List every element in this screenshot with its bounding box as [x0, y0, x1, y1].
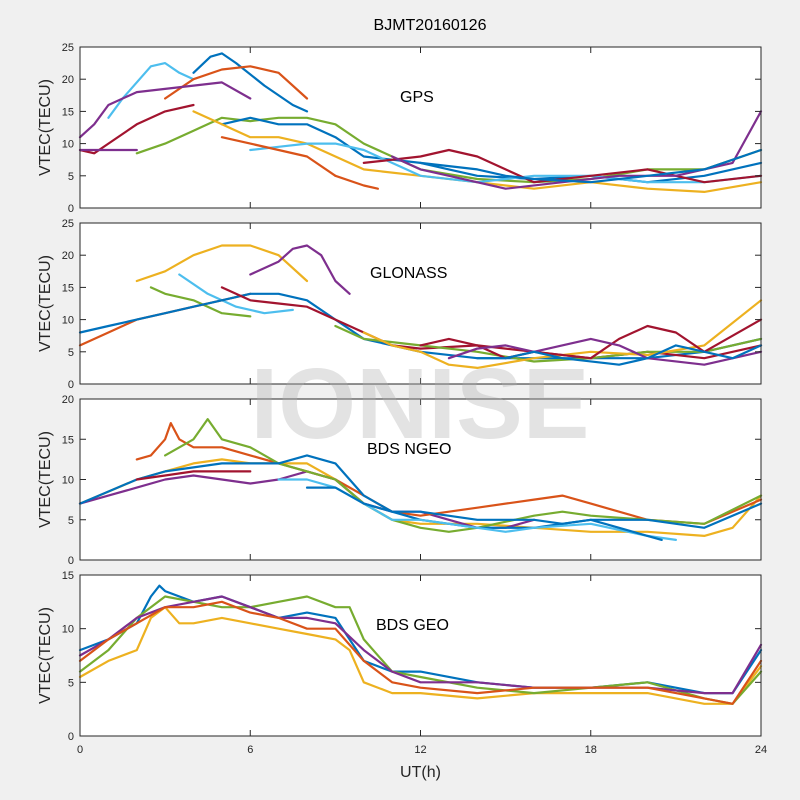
series-line-1 — [249, 244, 351, 295]
x-tick-label: 18 — [585, 744, 597, 756]
series-line-0 — [135, 244, 309, 283]
series-line-2 — [178, 273, 294, 315]
y-tick-label: 0 — [68, 555, 74, 567]
series-line-10 — [220, 136, 337, 177]
x-tick-label: 6 — [247, 744, 253, 756]
watermark: IONISE — [251, 348, 590, 460]
x-tick-label: 12 — [414, 744, 426, 756]
y-tick-label: 25 — [62, 218, 74, 230]
series-line-14 — [419, 148, 763, 184]
series-line-9 — [249, 142, 763, 184]
y-tick-label: 25 — [62, 42, 74, 54]
panel-label: GPS — [400, 89, 434, 106]
series-line-0 — [192, 52, 309, 113]
y-tick-label: 15 — [62, 570, 74, 582]
y-tick-label: 5 — [68, 515, 74, 527]
y-tick-label: 10 — [62, 624, 74, 636]
series-line-7 — [305, 486, 663, 541]
series-line-5 — [277, 478, 677, 541]
y-tick-label: 0 — [68, 731, 74, 743]
series-line-1 — [107, 62, 195, 119]
panels: 0 5 10 15 20 25 VTEC(TECU) GPS 0 5 10 15 20 25 VTEC(TE… — [37, 42, 767, 781]
y-tick-label: 15 — [62, 282, 74, 294]
series-line-4 — [78, 454, 763, 529]
y-tick-label: 10 — [62, 139, 74, 151]
series-line-4 — [78, 600, 763, 705]
chart-title: BJMT20160126 — [374, 17, 487, 34]
x-axis-label: UT(h) — [400, 764, 441, 781]
series-line-2 — [78, 595, 763, 705]
y-tick-label: 5 — [68, 347, 74, 359]
y-tick-label: 15 — [62, 434, 74, 446]
panel-2: 0 5 10 15 20 VTEC(TECU) BDS NGEO — [37, 394, 763, 567]
panel-1: 0 5 10 15 20 25 VTEC(TECU) GLONASS — [37, 218, 763, 391]
panel-3: 0 5 10 15 0 6 12 18 24 VTEC(TECU) UT(h) BDS GEO — [37, 570, 767, 781]
series-line-3 — [149, 286, 252, 318]
y-tick-label: 15 — [62, 106, 74, 118]
x-tick-label: 0 — [77, 744, 83, 756]
y-tick-label: 5 — [68, 171, 74, 183]
series-line-8 — [192, 110, 763, 193]
y-axis-label: VTEC(TECU) — [37, 607, 54, 704]
y-tick-label: 5 — [68, 677, 74, 689]
y-tick-label: 0 — [68, 379, 74, 391]
y-tick-label: 20 — [62, 74, 74, 86]
series-line-9 — [419, 318, 763, 360]
y-tick-label: 10 — [62, 315, 74, 327]
series-line-3 — [78, 81, 252, 139]
series-line-4 — [78, 103, 195, 155]
series-line-7 — [334, 324, 763, 363]
panel-label: BDS GEO — [376, 617, 449, 634]
y-axis-label: VTEC(TECU) — [37, 79, 54, 176]
x-tick-label: 24 — [755, 744, 767, 756]
plot-area — [80, 47, 761, 208]
y-axis-label: VTEC(TECU) — [37, 431, 54, 528]
y-tick-label: 20 — [62, 394, 74, 406]
panel-0: 0 5 10 15 20 25 VTEC(TECU) GPS — [37, 42, 763, 215]
y-tick-label: 0 — [68, 203, 74, 215]
y-tick-label: 10 — [62, 475, 74, 487]
panel-label: BDS NGEO — [367, 441, 451, 458]
series-line-2 — [164, 65, 309, 100]
series-line-10 — [447, 337, 763, 366]
y-axis-label: VTEC(TECU) — [37, 255, 54, 352]
series-line-6 — [135, 470, 252, 481]
y-tick-label: 20 — [62, 250, 74, 262]
series-line-8 — [362, 299, 763, 369]
series-line-11 — [476, 344, 763, 366]
panel-label: GLONASS — [370, 265, 447, 282]
series-line-11 — [334, 174, 379, 190]
plot-area — [80, 399, 761, 560]
